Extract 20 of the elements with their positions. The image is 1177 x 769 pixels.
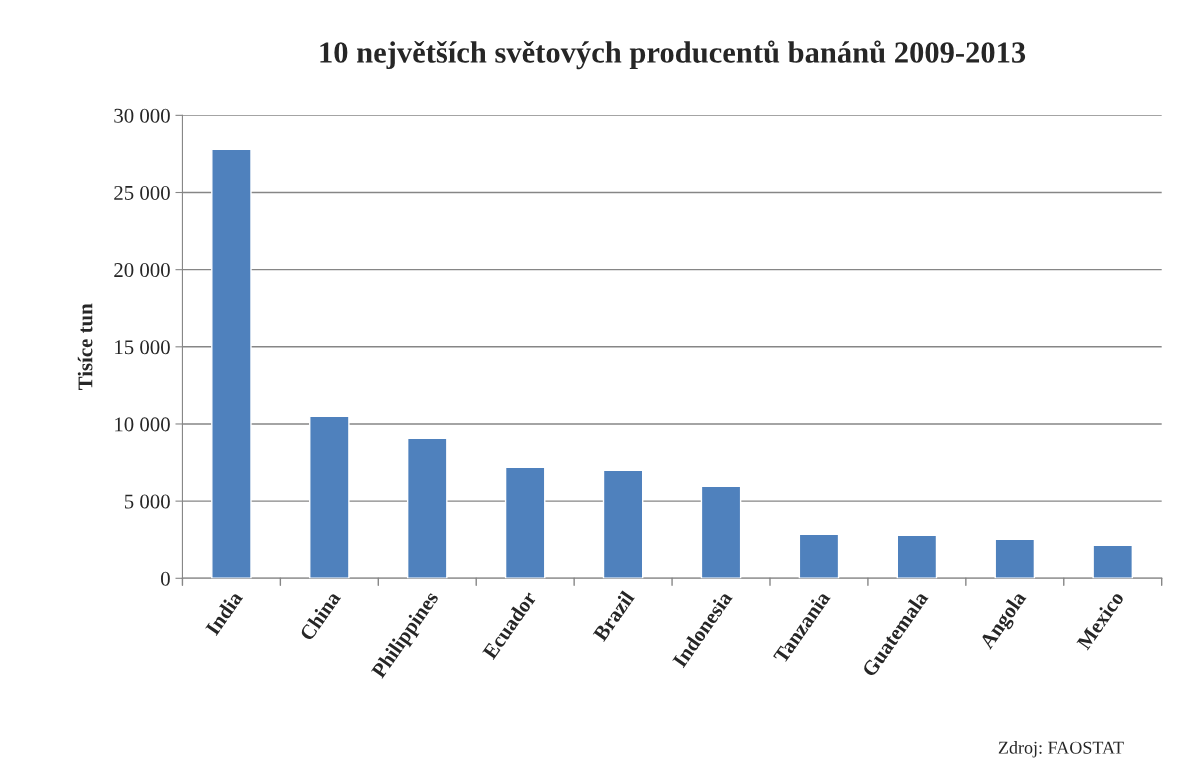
y-axis-title: Tisíce tun [77,303,93,391]
y-tick-label: 10 000 [115,417,170,432]
bar [504,466,546,579]
y-tick-label: 25 000 [114,185,170,200]
bar [1092,544,1134,579]
bar [896,534,938,579]
bar [211,148,252,579]
chart-title: 10 největších světových producentů banánů 2009-2013 [320,40,1026,70]
y-tick-label: 5 000 [124,494,170,509]
bar [798,533,840,579]
y-tick-label: 0 [161,571,170,586]
bar [406,437,448,579]
bar [700,485,742,579]
bar [994,538,1036,579]
text: Zdroj: FAOSTAT [998,741,1124,758]
y-tick-label: 15 000 [115,340,170,355]
y-tick-label: 20 000 [114,263,170,278]
y-tick-label: 30 000 [114,108,170,123]
bar [309,415,350,579]
bar [602,469,644,579]
